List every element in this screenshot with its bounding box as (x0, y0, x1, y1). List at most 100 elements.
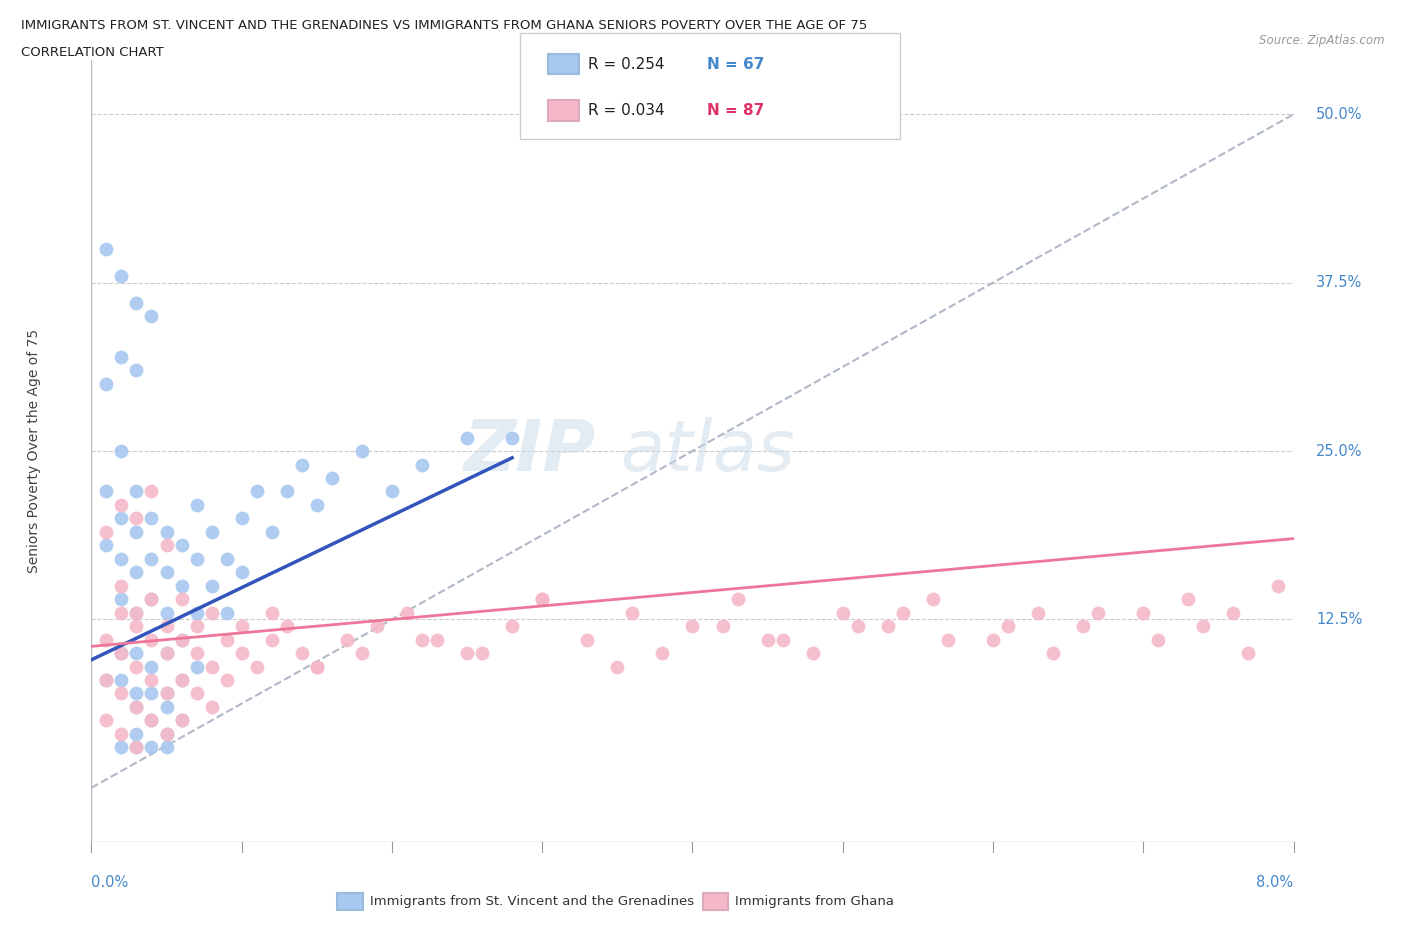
Point (96, 484, 118, 498)
Point (260, 525, 283, 539)
Point (110, 672, 132, 687)
Point (231, 565, 253, 579)
Point (155, 686, 177, 701)
Point (125, 605, 148, 620)
Point (125, 740, 148, 755)
Point (96, 525, 118, 539)
Text: CORRELATION CHART: CORRELATION CHART (21, 46, 165, 60)
Point (141, 591, 163, 606)
Point (186, 659, 208, 674)
Point (276, 618, 298, 633)
Point (155, 565, 177, 579)
Point (125, 605, 148, 620)
Text: N = 67: N = 67 (707, 57, 765, 72)
Point (170, 672, 193, 687)
Point (291, 645, 314, 660)
Point (155, 726, 177, 741)
Point (110, 645, 132, 660)
Point (110, 444, 132, 458)
Point (350, 645, 373, 660)
Point (801, 645, 824, 660)
Point (125, 699, 148, 714)
Point (125, 726, 148, 741)
Point (186, 498, 208, 512)
Point (96, 242, 118, 257)
Point (305, 498, 328, 512)
Point (110, 498, 132, 512)
Point (141, 591, 163, 606)
Text: 50.0%: 50.0% (1316, 107, 1362, 122)
Point (997, 618, 1019, 633)
Point (186, 551, 208, 566)
Text: 8.0%: 8.0% (1257, 875, 1294, 890)
Text: 12.5%: 12.5% (1316, 612, 1362, 627)
Point (96, 377, 118, 392)
Point (260, 632, 283, 647)
Point (456, 431, 478, 445)
Point (186, 645, 208, 660)
Point (155, 605, 177, 620)
Text: 25.0%: 25.0% (1316, 444, 1362, 458)
Point (186, 605, 208, 620)
Point (201, 525, 224, 539)
Point (846, 618, 869, 633)
Point (170, 632, 193, 647)
Point (1071, 618, 1094, 633)
Point (531, 591, 554, 606)
Point (1177, 591, 1199, 606)
Text: Immigrants from St. Vincent and the Grenadines: Immigrants from St. Vincent and the Gren… (370, 895, 695, 908)
Point (471, 645, 494, 660)
Point (876, 618, 898, 633)
Point (141, 686, 163, 701)
Point (125, 740, 148, 755)
Point (1042, 645, 1064, 660)
Text: Seniors Poverty Over the Age of 75: Seniors Poverty Over the Age of 75 (27, 329, 41, 573)
Point (155, 740, 177, 755)
Point (1237, 645, 1260, 660)
Point (231, 645, 253, 660)
Point (155, 699, 177, 714)
Point (305, 659, 328, 674)
Text: IMMIGRANTS FROM ST. VINCENT AND THE GRENADINES VS IMMIGRANTS FROM GHANA SENIORS : IMMIGRANTS FROM ST. VINCENT AND THE GREN… (21, 19, 868, 32)
Point (110, 726, 132, 741)
Point (125, 699, 148, 714)
Point (395, 605, 418, 620)
Text: ZIP: ZIP (464, 417, 596, 485)
Point (141, 713, 163, 728)
Point (1192, 618, 1215, 633)
Point (155, 525, 177, 539)
Point (125, 686, 148, 701)
Point (170, 591, 193, 606)
Text: R = 0.254: R = 0.254 (588, 57, 664, 72)
Point (246, 659, 269, 674)
Point (125, 618, 148, 633)
Point (936, 632, 959, 647)
Point (155, 618, 177, 633)
Point (531, 591, 554, 606)
Point (981, 632, 1004, 647)
Point (141, 659, 163, 674)
Point (141, 309, 163, 324)
Point (1087, 605, 1109, 620)
Point (141, 740, 163, 755)
Point (576, 632, 599, 647)
Text: Source: ZipAtlas.com: Source: ZipAtlas.com (1260, 34, 1385, 47)
Point (366, 618, 388, 633)
Point (141, 713, 163, 728)
Point (456, 645, 478, 660)
Point (260, 605, 283, 620)
Text: Immigrants from Ghana: Immigrants from Ghana (735, 895, 894, 908)
Point (155, 538, 177, 552)
Point (922, 591, 945, 606)
Point (501, 618, 523, 633)
Point (155, 645, 177, 660)
Point (170, 632, 193, 647)
Point (201, 659, 224, 674)
Point (110, 511, 132, 525)
Point (155, 645, 177, 660)
Point (756, 632, 779, 647)
Point (501, 431, 523, 445)
Point (426, 632, 449, 647)
Point (201, 699, 224, 714)
Point (170, 538, 193, 552)
